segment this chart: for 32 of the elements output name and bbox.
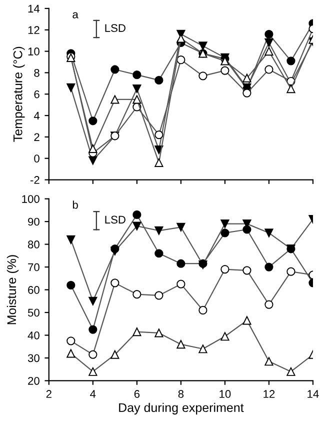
x-tick-label: 4	[90, 390, 96, 398]
y-tick-label: 6	[34, 90, 40, 98]
x-tick-label: 2	[46, 390, 52, 398]
y-axis-title: Moisture (%)	[6, 255, 19, 324]
y-tick-label: 10	[28, 48, 40, 56]
y-tick-label: -2	[30, 176, 40, 184]
x-tick-label: 12	[264, 390, 275, 398]
x-axis-title: Day during experiment	[119, 402, 244, 415]
y-tick-label: 0	[34, 154, 40, 162]
y-tick-label: 60	[28, 286, 40, 294]
y-tick-label: 2	[34, 133, 40, 141]
annotation: LSD	[105, 24, 126, 32]
y-tick-label: 90	[28, 218, 40, 226]
y-tick-label: 50	[28, 308, 40, 317]
y-tick-label: 80	[28, 240, 40, 248]
y-tick-label: 40	[28, 331, 40, 340]
y-tick-label: 70	[28, 263, 40, 272]
y-tick-label: 100	[22, 195, 40, 203]
y-tick-label: 14	[28, 4, 40, 12]
x-tick-label: 8	[178, 390, 184, 398]
x-tick-label: 6	[134, 390, 140, 398]
x-tick-label: 10	[220, 390, 231, 398]
chart-title: b	[72, 200, 78, 209]
y-axis-title: Temperature (°C)	[13, 46, 25, 142]
y-tick-label: 20	[28, 376, 40, 385]
y-tick-label: 30	[28, 354, 40, 362]
annotation: LSD	[105, 216, 126, 224]
y-tick-label: 4	[34, 112, 40, 120]
y-tick-label: 12	[28, 26, 40, 34]
x-tick-label: 14	[308, 390, 319, 398]
y-tick-label: 8	[34, 68, 40, 77]
chart-title: a	[72, 12, 78, 18]
